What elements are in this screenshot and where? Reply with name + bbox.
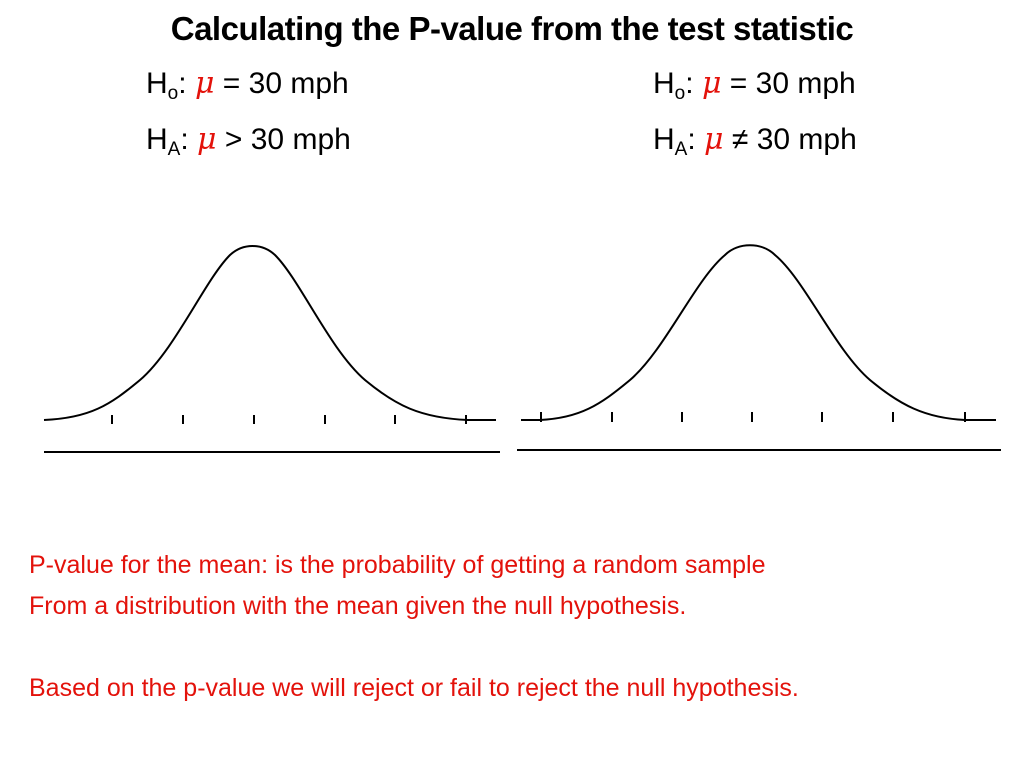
right-normal-curve <box>517 244 1001 451</box>
left-null-hypothesis: Ho: μ = 30 mph <box>146 64 349 104</box>
right-tick-marks <box>540 412 966 422</box>
hyp-statement: > 30 mph <box>224 123 351 156</box>
hyp-subscript: A <box>674 139 688 160</box>
pvalue-definition-line2: From a distribution with the mean given … <box>29 592 687 620</box>
hyp-letter: H <box>653 67 675 100</box>
hyp-letter: H <box>146 123 168 156</box>
right-bell-curve <box>521 244 996 421</box>
left-tick-marks <box>111 415 467 424</box>
hyp-statement: = 30 mph <box>222 67 349 100</box>
hyp-separator: : <box>180 123 189 156</box>
normal-curves-diagram <box>43 244 1001 453</box>
right-null-hypothesis: Ho: μ = 30 mph <box>653 64 856 104</box>
left-normal-curve <box>43 245 500 453</box>
mu-symbol: μ <box>197 122 217 157</box>
mu-symbol: μ <box>704 122 724 157</box>
pvalue-decision-note: Based on the p-value we will reject or f… <box>29 674 799 702</box>
hyp-subscript: A <box>167 139 181 160</box>
mu-symbol: μ <box>701 66 722 101</box>
hyp-statement: ≠ 30 mph <box>731 123 857 156</box>
pvalue-definition-line1: P-value for the mean: is the probability… <box>29 551 766 579</box>
left-alternative-hypothesis: HA: μ > 30 mph <box>146 120 351 160</box>
hyp-separator: : <box>178 67 187 100</box>
mu-symbol: μ <box>194 66 215 101</box>
hyp-letter: H <box>146 67 168 100</box>
hyp-subscript: o <box>674 83 686 104</box>
hyp-letter: H <box>653 123 675 156</box>
hyp-separator: : <box>687 123 696 156</box>
hyp-statement: = 30 mph <box>729 67 856 100</box>
hyp-subscript: o <box>167 83 179 104</box>
right-alternative-hypothesis: HA: μ ≠ 30 mph <box>653 120 857 160</box>
left-bell-curve <box>43 245 496 421</box>
slide-title: Calculating the P-value from the test st… <box>170 10 854 47</box>
hyp-separator: : <box>685 67 694 100</box>
